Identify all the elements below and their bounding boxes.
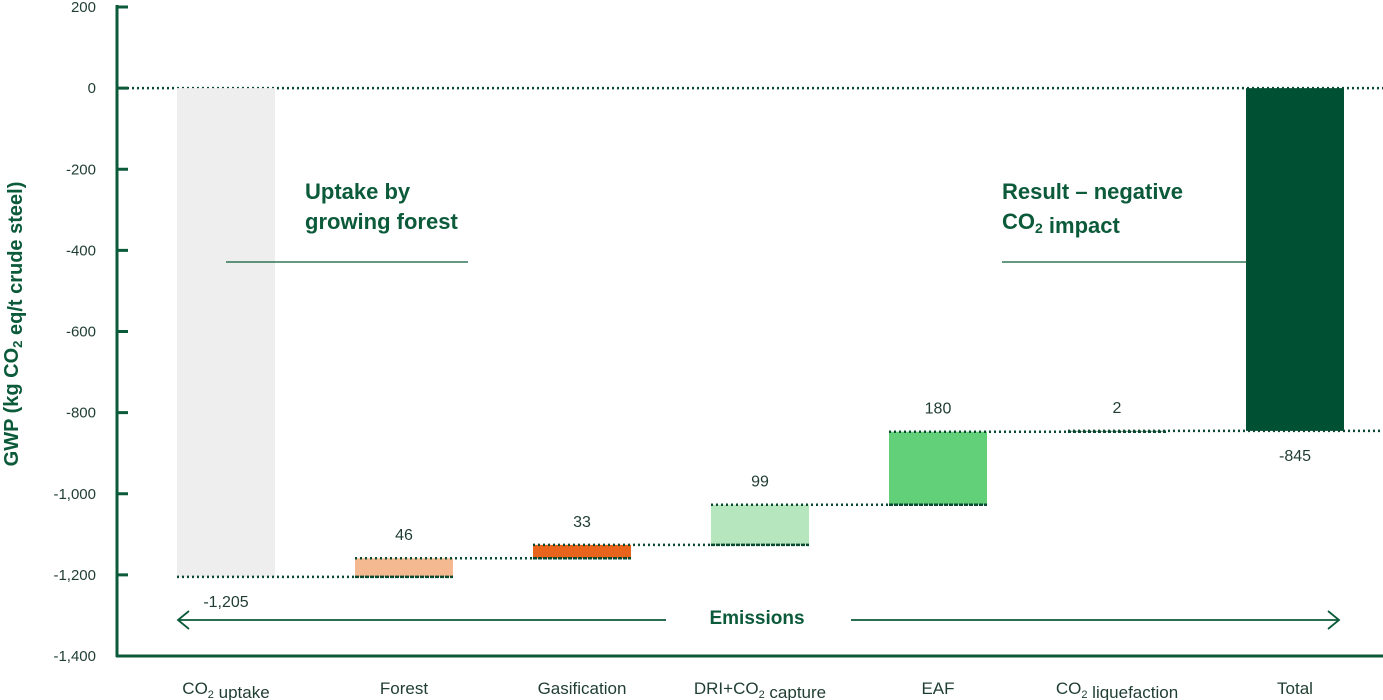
x-category-label: CO2 uptake [182,679,269,700]
bar-3 [711,504,809,545]
bar-2 [533,544,631,559]
y-tick-label: -400 [66,242,96,259]
connector-lines [177,429,1383,579]
value-label: 2 [1113,400,1122,417]
bar-6 [1246,88,1344,431]
y-tick-label: -600 [66,324,96,341]
emissions-label: Emissions [709,608,804,629]
y-tick-label: -1,200 [53,567,96,584]
bar-0 [177,88,275,577]
value-label: 99 [751,474,769,491]
value-labels: -1,205 46 33 99 180 2 -845 [203,400,1311,611]
x-category-label: Total [1277,679,1313,698]
annotation-uptake-line2: growing forest [305,209,458,234]
bar-4 [889,431,987,505]
value-label: 180 [925,401,952,418]
value-label: -1,205 [203,594,248,611]
annotation-result-line1: Result – negative [1002,179,1183,204]
y-tick-label: 0 [88,80,96,97]
x-category-label: Gasification [538,679,627,698]
bar-1 [355,558,453,577]
annotation-uptake-line1: Uptake by [305,179,411,204]
annotations: Uptake by growing forest Result – negative… [176,179,1341,630]
annotation-result-line2: CO2 impact [1002,209,1120,238]
value-label: 33 [573,514,591,531]
x-category-label: DRI+CO2 capture [694,679,826,700]
value-label: -845 [1279,448,1311,465]
y-tick-label: -1,000 [53,486,96,503]
y-axis-title: GWP (kg CO2 eq/t crude steel) [1,182,27,467]
bars [177,88,1344,577]
bar-5 [1068,430,1166,432]
emissions-arrow-left-head [176,610,190,630]
x-category-label: CO2 liquefaction [1056,679,1178,700]
x-category-label: Forest [380,679,428,698]
y-tick-label: 200 [71,0,96,16]
y-tick-label: -200 [66,161,96,178]
y-tick-label: -800 [66,405,96,422]
x-category-label: EAF [921,679,954,698]
y-tick-label: -1,400 [53,648,96,665]
value-label: 46 [395,527,413,544]
emissions-arrow-right-head [1327,610,1341,630]
